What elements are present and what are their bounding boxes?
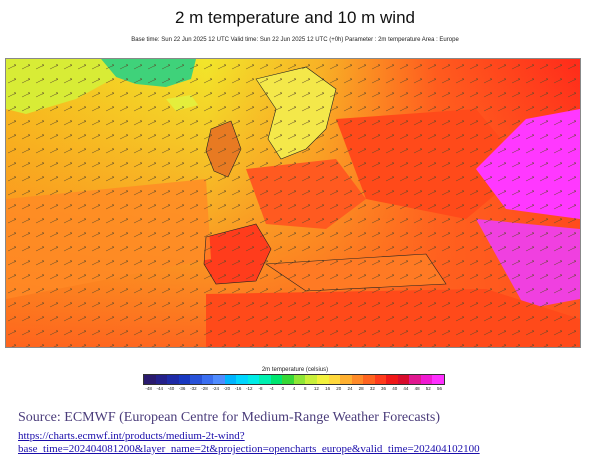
colorbar-segment — [305, 375, 317, 384]
colorbar-tick-label: -12 — [246, 386, 253, 391]
colorbar-tick-label: 32 — [369, 386, 375, 391]
source-credit: Source: ECMWF (European Centre for Mediu… — [18, 410, 440, 425]
temperature-map — [5, 58, 581, 348]
colorbar-segment — [420, 375, 433, 384]
colorbar-tick-label: -48 — [145, 386, 152, 391]
colorbar-segment — [259, 375, 271, 384]
colorbar-tick-label: 0 — [281, 386, 285, 391]
chart-title: 2 m temperature and 10 m wind — [174, 8, 415, 27]
source-link[interactable]: https://charts.ecmwf.int/products/medium… — [18, 430, 480, 455]
colorbar-tick-label: -20 — [223, 386, 231, 391]
colorbar-tick-label: -32 — [190, 386, 197, 391]
colorbar-segment — [282, 375, 294, 384]
colorbar-segment — [201, 375, 214, 384]
colorbar-tick-label: 52 — [425, 386, 431, 391]
colorbar-tick-label: -36 — [178, 386, 186, 391]
colorbar-segment — [328, 375, 341, 384]
colorbar-tick-label: -40 — [167, 386, 175, 391]
colorbar-segment — [340, 375, 352, 384]
colorbar-tick-label: 20 — [336, 386, 342, 391]
colorbar-tick-label: 40 — [392, 386, 398, 391]
colorbar-tick-label: 12 — [313, 386, 319, 391]
temperature-colorbar — [143, 374, 445, 385]
chart-subtitle: Base time: Sun 22 Jun 2025 12 UTC Valid … — [131, 37, 459, 43]
colorbar-segment — [144, 375, 156, 384]
colorbar-tick-label: 56 — [436, 386, 442, 391]
colorbar-segment — [236, 375, 248, 384]
colorbar-segment — [155, 375, 168, 384]
colorbar-segment — [224, 375, 237, 384]
colorbar-tick-label: 24 — [347, 386, 353, 391]
colorbar-segment — [190, 375, 202, 384]
colorbar-segment — [270, 375, 283, 384]
colorbar-tick-label: -8 — [258, 386, 263, 391]
colorbar-segment — [247, 375, 260, 384]
colorbar-tick-label: -44 — [156, 386, 164, 391]
colorbar-segment — [409, 375, 421, 384]
colorbar-segment — [363, 375, 375, 384]
colorbar-tick-label: -4 — [269, 386, 274, 391]
colorbar-segment — [316, 375, 329, 384]
colorbar-segment — [178, 375, 191, 384]
colorbar-segment — [293, 375, 306, 384]
colorbar-segment — [213, 375, 225, 384]
colorbar-segment — [432, 375, 444, 384]
colorbar-tick-label: -16 — [234, 386, 242, 391]
colorbar-tick-label: -24 — [212, 386, 219, 391]
colorbar-tick-label: 44 — [403, 386, 409, 391]
colorbar-segment — [397, 375, 410, 384]
coastlines — [203, 66, 447, 292]
colorbar-segment — [374, 375, 387, 384]
colorbar-segment — [351, 375, 364, 384]
colorbar-tick-label: -28 — [201, 386, 208, 391]
colorbar-segment — [386, 375, 398, 384]
colorbar-tick-label: 48 — [414, 386, 420, 391]
colorbar-tick-label: 36 — [381, 386, 387, 391]
colorbar-tick-label: 4 — [292, 386, 296, 391]
colorbar-tick-label: 28 — [358, 386, 364, 391]
colorbar-ticks: -48 -44 -40 -36 -32 -28 -24 -20 -16 -12 -8 -4 0 4 8 12 1… — [143, 386, 445, 394]
colorbar-segment — [167, 375, 179, 384]
colorbar-tick-label: 8 — [303, 386, 307, 391]
legend-title: 2m temperature (celsius) — [261, 367, 329, 373]
colorbar-tick-label: 16 — [325, 386, 331, 391]
